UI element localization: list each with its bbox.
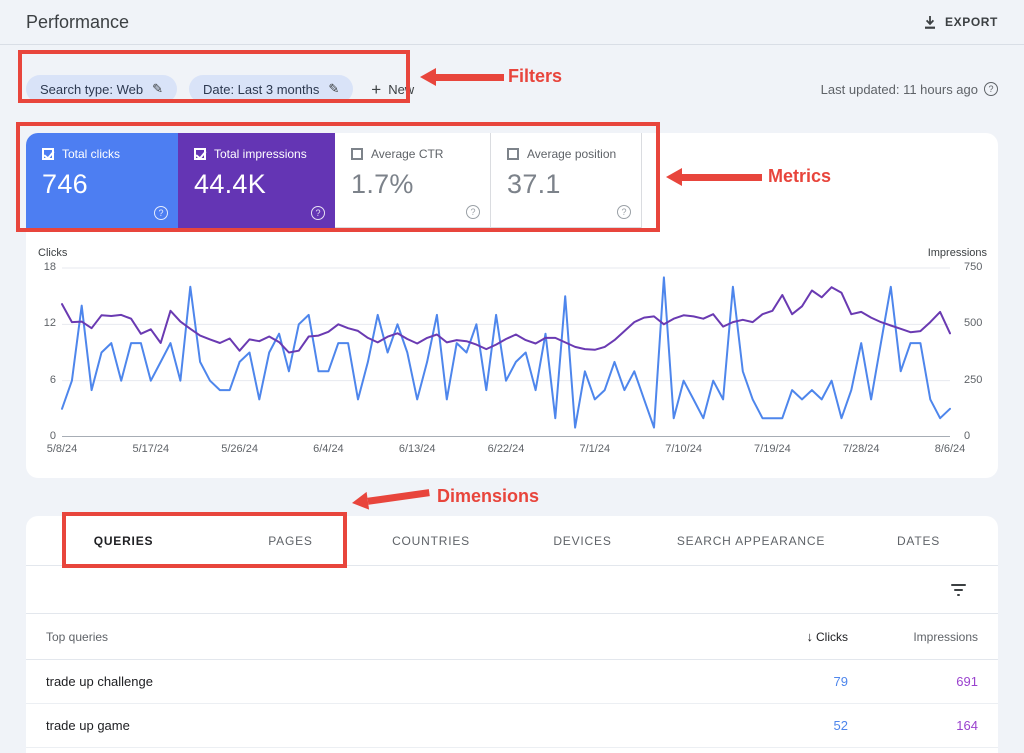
top-bar: Performance EXPORT <box>0 0 1024 45</box>
sort-descending-icon: ↓ <box>806 629 814 644</box>
metric-value: 746 <box>42 169 88 199</box>
dimension-tabs: QUERIES PAGES COUNTRIES DEVICES SEARCH A… <box>26 516 998 566</box>
metric-value: 44.4K <box>194 169 267 199</box>
filter-icon[interactable] <box>947 580 970 600</box>
last-updated-value: Last updated: 11 hours ago <box>820 81 978 97</box>
y-axis-tick-right: 250 <box>964 373 983 386</box>
checkbox-icon[interactable] <box>351 148 363 160</box>
metric-value: 1.7% <box>351 169 414 199</box>
metric-tile-total-impressions[interactable]: Total impressions 44.4K ? <box>178 133 335 228</box>
checkbox-icon[interactable] <box>194 148 206 160</box>
help-icon[interactable]: ? <box>311 206 325 220</box>
metric-label: Average position <box>527 147 617 161</box>
x-axis-tick: 5/8/24 <box>46 443 78 455</box>
new-filter-label: New <box>388 81 415 97</box>
tab-search-appearance[interactable]: SEARCH APPEARANCE <box>676 533 826 548</box>
y-axis-tick-right: 500 <box>964 317 983 330</box>
x-axis-tick: 6/22/24 <box>487 443 525 455</box>
metric-label: Total impressions <box>214 147 307 161</box>
tab-devices[interactable]: DEVICES <box>553 533 612 548</box>
table-header-clicks[interactable]: ↓ Clicks <box>806 629 849 644</box>
download-icon <box>925 15 936 29</box>
y-axis-tick-left: 12 <box>43 317 56 330</box>
x-axis-tick: 7/1/24 <box>579 443 611 455</box>
metric-label: Average CTR <box>371 147 444 161</box>
x-axis-tick: 7/19/24 <box>754 443 791 455</box>
x-axis-tick: 6/13/24 <box>398 443 436 455</box>
pencil-icon: ✎ <box>152 81 163 96</box>
annotation-label-dimensions: Dimensions <box>437 486 540 506</box>
metric-tiles: Total clicks 746 ? Total impressions 44.… <box>26 133 998 228</box>
impressions-cell: 691 <box>956 674 978 689</box>
date-range-chip[interactable]: Date: Last 3 months ✎ <box>189 75 354 103</box>
checkbox-icon[interactable] <box>507 148 519 160</box>
y-axis-tick-right: 750 <box>964 261 983 273</box>
right-axis-title: Impressions <box>927 247 987 259</box>
help-icon[interactable]: ? <box>617 205 631 219</box>
metric-tile-average-ctr[interactable]: Average CTR 1.7% ? <box>335 133 491 228</box>
clicks-cell: 79 <box>833 674 848 689</box>
tab-countries[interactable]: COUNTRIES <box>392 533 470 548</box>
metric-tile-average-position[interactable]: Average position 37.1 ? <box>491 133 642 228</box>
x-axis-tick: 7/28/24 <box>842 443 880 455</box>
chart-plot-area <box>61 267 951 437</box>
performance-line-chart: Clicks Impressions 18 12 6 0 750 500 250 0 5/8/2… <box>26 228 998 478</box>
y-axis-tick-left: 18 <box>43 261 56 273</box>
export-button[interactable]: EXPORT <box>923 15 998 30</box>
tab-dates[interactable]: DATES <box>896 533 941 548</box>
date-range-chip-label: Date: Last 3 months <box>203 81 320 97</box>
metric-value: 37.1 <box>507 169 561 199</box>
search-type-chip-label: Search type: Web <box>40 81 144 97</box>
x-axis-tick: 5/17/24 <box>132 443 170 455</box>
y-axis-tick-left: 6 <box>49 373 56 386</box>
metrics-and-chart-panel: Total clicks 746 ? Total impressions 44.… <box>26 133 998 478</box>
query-cell: trade up game <box>46 718 130 733</box>
page-title: Performance <box>26 11 130 32</box>
table-filter-row <box>26 566 998 614</box>
checkbox-icon[interactable] <box>42 148 54 160</box>
dimensions-table-panel: QUERIES PAGES COUNTRIES DEVICES SEARCH A… <box>26 516 998 753</box>
pencil-icon: ✎ <box>328 81 340 96</box>
tab-pages[interactable]: PAGES <box>268 533 313 548</box>
filters-row: Search type: Web ✎ Date: Last 3 months ✎… <box>0 45 1024 133</box>
export-label: EXPORT <box>945 15 998 29</box>
arrow-head-icon <box>350 491 370 512</box>
help-icon[interactable]: ? <box>466 205 480 219</box>
impressions-cell: 164 <box>956 718 978 733</box>
help-icon[interactable]: ? <box>154 206 168 220</box>
annotation-arrow-dimensions <box>350 483 431 512</box>
clicks-cell: 52 <box>833 718 848 733</box>
y-axis-tick-left: 0 <box>49 430 56 442</box>
table-header-impressions[interactable]: Impressions <box>913 629 978 644</box>
x-axis-tick: 5/26/24 <box>221 443 258 455</box>
tab-queries[interactable]: QUERIES <box>93 533 154 548</box>
metric-tile-total-clicks[interactable]: Total clicks 746 ? <box>26 133 178 228</box>
table-header-top-queries: Top queries <box>46 629 109 644</box>
metric-label: Total clicks <box>62 147 121 161</box>
search-type-chip[interactable]: Search type: Web ✎ <box>26 75 177 103</box>
help-icon[interactable]: ? <box>984 82 998 96</box>
x-axis-tick: 7/10/24 <box>665 443 702 455</box>
x-axis-tick: 6/4/24 <box>313 443 344 455</box>
table-row[interactable]: trade up challenge 79 691 <box>26 660 998 704</box>
table-row[interactable]: trade up game 52 164 <box>26 704 998 748</box>
last-updated-text: Last updated: 11 hours ago ? <box>821 82 998 97</box>
left-axis-title: Clicks <box>38 247 68 259</box>
y-axis-tick-right: 0 <box>964 430 971 442</box>
x-axis-tick: 8/6/24 <box>934 443 966 455</box>
query-cell: trade up challenge <box>46 674 153 689</box>
table-header-row: Top queries ↓ Clicks Impressions <box>26 614 998 660</box>
new-filter-button[interactable]: + New <box>371 81 414 98</box>
plus-icon: + <box>371 79 382 99</box>
